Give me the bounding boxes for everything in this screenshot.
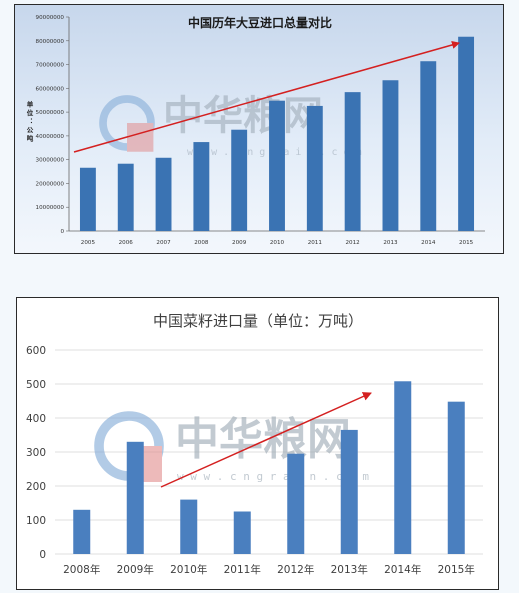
y-tick-label: 0 [60, 229, 64, 235]
x-tick-label: 2015 [459, 240, 474, 246]
bar [287, 453, 305, 554]
bar [458, 36, 475, 231]
x-tick-label: 2014 [421, 240, 436, 246]
y-axis-label: 单位：公吨 [25, 100, 33, 144]
y-tick-label: 80000000 [36, 39, 65, 45]
watermark-brand-text: 中华粮网 [175, 414, 351, 465]
y-tick-label: 500 [26, 379, 46, 391]
y-tick-label: 200 [26, 481, 46, 493]
bar [155, 157, 172, 231]
y-tick-label: 20000000 [36, 181, 65, 187]
y-tick-label: 400 [26, 413, 46, 425]
x-tick-label: 2011年 [224, 563, 261, 576]
bar [117, 163, 134, 231]
x-tick-label: 2011 [308, 240, 323, 246]
bar [180, 499, 198, 554]
x-tick-label: 2005 [81, 240, 96, 246]
chart-title: 中国菜籽进口量（单位：万吨） [153, 312, 363, 330]
bar [269, 100, 285, 231]
y-tick-label: 30000000 [36, 158, 65, 164]
y-tick-label: 100 [26, 515, 46, 527]
chart-title: 中国历年大豆进口总量对比 [188, 15, 332, 30]
bar [193, 142, 210, 231]
x-tick-label: 2009年 [117, 563, 154, 576]
bar [447, 401, 465, 554]
trend-arrow [73, 41, 460, 153]
x-tick-label: 2008年 [63, 563, 100, 576]
x-tick-label: 2007 [156, 240, 171, 246]
x-tick-label: 2013 [383, 240, 398, 246]
bar [79, 167, 96, 231]
watermark-logo-accent [127, 123, 154, 152]
y-tick-label: 300 [26, 447, 46, 459]
bar [394, 381, 412, 554]
x-tick-label: 2010 [270, 240, 285, 246]
x-tick-label: 2012年 [277, 563, 314, 576]
bar [340, 429, 358, 554]
x-tick-label: 2012 [346, 240, 360, 246]
y-tick-label: 60000000 [36, 86, 65, 92]
y-tick-label: 70000000 [36, 63, 65, 69]
bar [73, 509, 91, 554]
bar [382, 80, 399, 231]
bar [306, 105, 323, 231]
watermark-logo-ring [99, 95, 155, 151]
y-tick-label: 10000000 [36, 205, 65, 211]
trend-arrow [160, 392, 372, 488]
x-tick-label: 2014年 [384, 563, 421, 576]
y-tick-label: 0 [39, 549, 46, 561]
rapeseed-import-chart: 0 100 200 300 400 500 600 中华粮网 w w w . c n g r a… [26, 312, 483, 576]
y-tick-label: 40000000 [36, 134, 65, 140]
bar [233, 511, 251, 554]
x-tick-label: 2013年 [331, 563, 368, 576]
bar [420, 61, 437, 231]
x-tick-label: 2006 [119, 240, 134, 246]
bar [126, 441, 144, 554]
watermark-site-text: w w w . c n g r a i n . c o m [177, 470, 369, 483]
x-tick-label: 2015年 [438, 563, 475, 576]
x-tick-label: 2008 [194, 240, 209, 246]
y-tick-label: 50000000 [36, 110, 65, 116]
y-tick-label: 90000000 [36, 15, 65, 21]
bar [344, 92, 361, 231]
rapeseed-import-chart-panel: 0 100 200 300 400 500 600 中华粮网 w w w . c n g r a… [16, 297, 499, 590]
bar [231, 129, 248, 231]
x-tick-label: 2010年 [170, 563, 207, 576]
y-tick-label: 600 [26, 345, 46, 357]
x-tick-label: 2009 [232, 240, 247, 246]
